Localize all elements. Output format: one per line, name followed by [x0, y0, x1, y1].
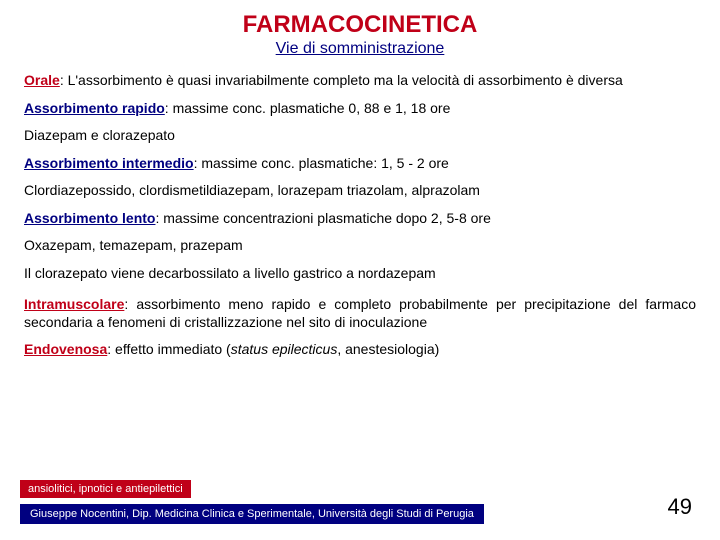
label-rapido: Assorbimento rapido — [24, 100, 165, 116]
para-lento: Assorbimento lento: massime concentrazio… — [24, 210, 696, 228]
para-orale: Orale: L'assorbimento è quasi invariabil… — [24, 72, 696, 90]
text-lento: : massime concentrazioni plasmatiche dop… — [155, 210, 490, 226]
footer-category: ansiolitici, ipnotici e antiepilettici — [20, 480, 191, 498]
para-endovenosa: Endovenosa: effetto immediato (status ep… — [24, 341, 696, 359]
text-endovenosa-ital: status epilecticus — [231, 341, 338, 357]
slide-subtitle: Vie di somministrazione — [24, 40, 696, 58]
para-oxazepam: Oxazepam, temazepam, prazepam — [24, 237, 696, 255]
text-intermedio: : massime conc. plasmatiche: 1, 5 - 2 or… — [194, 155, 449, 171]
para-intramuscolare: Intramuscolare: assorbimento meno rapido… — [24, 296, 696, 331]
label-intermedio: Assorbimento intermedio — [24, 155, 194, 171]
slide-title: FARMACOCINETICA — [24, 12, 696, 38]
text-orale: : L'assorbimento è quasi invariabilmente… — [60, 72, 623, 88]
footer: ansiolitici, ipnotici e antiepilettici G… — [20, 479, 484, 524]
para-diazepam: Diazepam e clorazepato — [24, 127, 696, 145]
para-rapido: Assorbimento rapido: massime conc. plasm… — [24, 100, 696, 118]
label-endovenosa: Endovenosa — [24, 341, 107, 357]
text-endovenosa-1: : effetto immediato ( — [107, 341, 230, 357]
para-clorazepato: Il clorazepato viene decarbossilato a li… — [24, 265, 696, 283]
page-number: 49 — [668, 494, 692, 520]
para-clordiazepossido: Clordiazepossido, clordismetildiazepam, … — [24, 182, 696, 200]
text-endovenosa-2: , anestesiologia) — [337, 341, 439, 357]
label-orale: Orale — [24, 72, 60, 88]
label-intramuscolare: Intramuscolare — [24, 296, 124, 312]
slide-content: FARMACOCINETICA Vie di somministrazione … — [0, 0, 720, 359]
footer-author: Giuseppe Nocentini, Dip. Medicina Clinic… — [20, 504, 484, 524]
text-intramuscolare: : assorbimento meno rapido e completo pr… — [24, 296, 696, 330]
label-lento: Assorbimento lento — [24, 210, 155, 226]
para-intermedio: Assorbimento intermedio: massime conc. p… — [24, 155, 696, 173]
text-rapido: : massime conc. plasmatiche 0, 88 e 1, 1… — [165, 100, 451, 116]
